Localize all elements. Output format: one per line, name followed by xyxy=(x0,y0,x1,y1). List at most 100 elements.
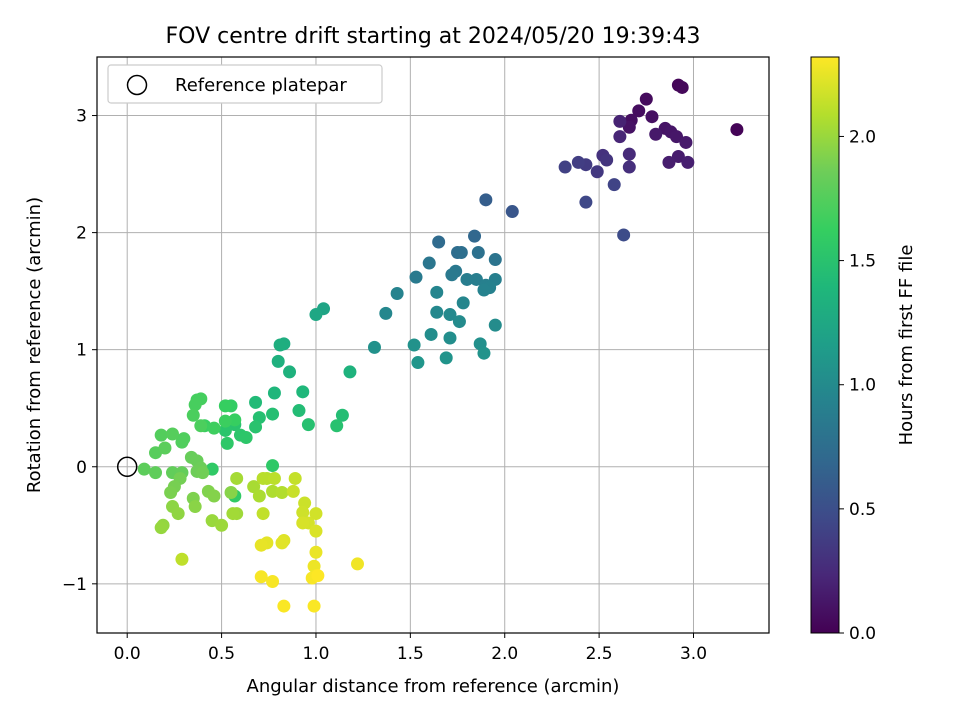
scatter-point xyxy=(215,518,229,532)
scatter-point xyxy=(249,420,263,434)
scatter-point xyxy=(670,130,684,144)
x-tick-label: 0.0 xyxy=(114,644,141,664)
scatter-point xyxy=(454,246,468,260)
scatter-point xyxy=(296,516,310,530)
scatter-point xyxy=(207,421,221,435)
scatter-point xyxy=(309,524,323,538)
scatter-point xyxy=(230,471,244,485)
scatter-point xyxy=(188,500,202,514)
scatter-point xyxy=(488,253,502,267)
scatter-point xyxy=(188,398,202,412)
scatter-point xyxy=(622,120,636,134)
scatter-point xyxy=(224,486,238,500)
scatter-point xyxy=(622,160,636,174)
scatter-point xyxy=(409,270,423,284)
scatter-point xyxy=(632,104,646,118)
scatter-point xyxy=(679,135,693,149)
scatter-point xyxy=(309,507,323,521)
y-ticks: −1 0 1 2 3 xyxy=(62,107,97,595)
scatter-point xyxy=(271,354,285,368)
scatter-point xyxy=(226,507,240,521)
y-tick-label: 3 xyxy=(76,107,87,127)
scatter-point xyxy=(571,155,585,169)
y-tick-label: −1 xyxy=(62,575,87,595)
legend-entry: Reference platepar xyxy=(175,75,347,96)
scatter-point xyxy=(411,356,425,370)
scatter-point xyxy=(430,305,444,319)
scatter-point xyxy=(590,165,604,179)
scatter-point xyxy=(196,466,210,480)
scatter-point xyxy=(367,340,381,354)
x-ticks: 0.0 0.5 1.0 1.5 2.0 2.5 3.0 xyxy=(114,633,707,664)
scatter-point xyxy=(277,599,291,613)
scatter-point xyxy=(445,268,459,282)
scatter-point xyxy=(309,308,323,322)
scatter-point xyxy=(662,155,676,169)
scatter-point xyxy=(266,459,280,473)
scatter-point xyxy=(154,428,168,442)
scatter-point xyxy=(194,419,208,433)
scatter-point xyxy=(266,407,280,421)
colorbar: 0.0 0.5 1.0 1.5 2.0 Hours from first FF file xyxy=(810,56,917,644)
scatter-point xyxy=(186,408,200,422)
scatter-point xyxy=(288,471,302,485)
scatter-point xyxy=(266,574,280,588)
scatter-point xyxy=(249,395,263,409)
scatter-point xyxy=(468,229,482,243)
scatter-point xyxy=(149,466,163,480)
scatter-point xyxy=(283,365,297,379)
legend: Reference platepar xyxy=(107,64,383,104)
scatter-point xyxy=(452,315,466,329)
scatter-point xyxy=(477,283,491,297)
x-axis-label: Angular distance from reference (arcmin) xyxy=(247,676,620,697)
scatter-point xyxy=(407,338,421,352)
scatter-point xyxy=(681,155,695,169)
scatter-point xyxy=(247,480,261,494)
scatter-point xyxy=(309,545,323,559)
scatter-point xyxy=(730,123,744,137)
scatter-point xyxy=(218,423,232,437)
scatter-point xyxy=(671,150,685,164)
scatter-point xyxy=(254,538,268,552)
scatter-point xyxy=(307,599,321,613)
scatter-point xyxy=(301,418,315,432)
scatter-point xyxy=(617,228,631,242)
scatter-point xyxy=(479,193,493,207)
scatter-point xyxy=(228,413,242,427)
points xyxy=(137,78,744,613)
scatter-point xyxy=(330,419,344,433)
x-tick-label: 0.5 xyxy=(208,644,235,664)
grid xyxy=(97,57,769,633)
x-tick-label: 1.5 xyxy=(397,644,424,664)
scatter-point xyxy=(443,331,457,345)
scatter-point xyxy=(645,110,659,124)
x-tick-label: 2.0 xyxy=(491,644,518,664)
x-tick-label: 3.0 xyxy=(680,644,707,664)
scatter-point xyxy=(175,435,189,449)
scatter-point xyxy=(218,399,232,413)
scatter-point xyxy=(675,80,689,94)
scatter-point xyxy=(443,308,457,322)
scatter-point xyxy=(379,306,393,320)
scatter-point xyxy=(343,365,357,379)
scatter-point xyxy=(266,484,280,498)
colorbar-tick-label: 2.0 xyxy=(849,127,876,147)
colorbar-ticks: 0.0 0.5 1.0 1.5 2.0 xyxy=(839,127,876,644)
scatter-point xyxy=(600,153,614,167)
scatter-point xyxy=(424,327,438,341)
y-axis-label: Rotation from reference (arcmin) xyxy=(24,197,45,493)
scatter-point xyxy=(275,536,289,550)
scatter-point xyxy=(432,235,446,249)
y-tick-label: 2 xyxy=(76,224,87,244)
legend-marker xyxy=(126,74,148,96)
scatter-point xyxy=(456,296,470,310)
scatter-point xyxy=(254,570,268,584)
colorbar-tick-label: 0.5 xyxy=(849,500,876,520)
colorbar-label: Hours from first FF file xyxy=(896,245,917,446)
plot-frame xyxy=(96,56,770,634)
scatter-point xyxy=(422,256,436,270)
scatter-point xyxy=(164,486,178,500)
scatter-point xyxy=(286,484,300,498)
scatter-point xyxy=(267,471,281,485)
